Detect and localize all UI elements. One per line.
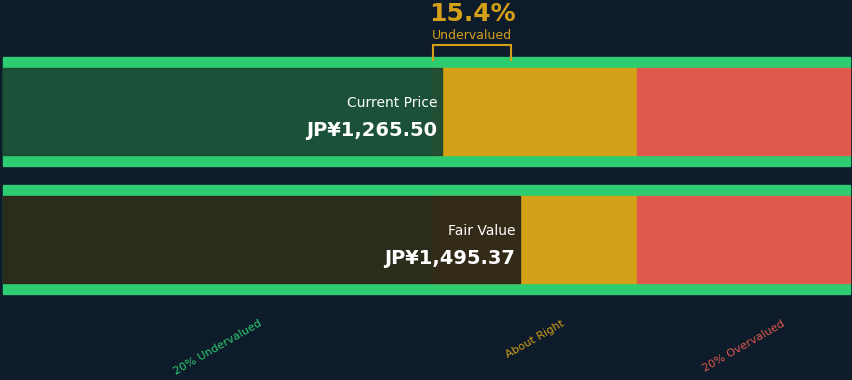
- Text: 15.4%: 15.4%: [429, 2, 515, 26]
- Bar: [3, 68, 433, 155]
- Text: 20% Undervalued: 20% Undervalued: [172, 318, 263, 377]
- Bar: [3, 57, 849, 68]
- Text: JP¥1,495.37: JP¥1,495.37: [384, 249, 515, 268]
- Text: 20% Overvalued: 20% Overvalued: [699, 318, 786, 373]
- Text: Current Price: Current Price: [347, 96, 437, 110]
- Bar: [433, 68, 636, 155]
- Bar: [3, 68, 441, 155]
- Bar: [636, 196, 849, 283]
- Text: About Right: About Right: [504, 318, 566, 360]
- Bar: [3, 155, 849, 166]
- Text: Fair Value: Fair Value: [447, 224, 515, 238]
- Bar: [3, 283, 849, 294]
- Text: Undervalued: Undervalued: [432, 29, 512, 42]
- Bar: [3, 196, 519, 283]
- Bar: [3, 185, 849, 196]
- Text: JP¥1,265.50: JP¥1,265.50: [306, 121, 437, 140]
- Bar: [3, 196, 433, 283]
- Bar: [636, 68, 849, 155]
- Bar: [433, 196, 636, 283]
